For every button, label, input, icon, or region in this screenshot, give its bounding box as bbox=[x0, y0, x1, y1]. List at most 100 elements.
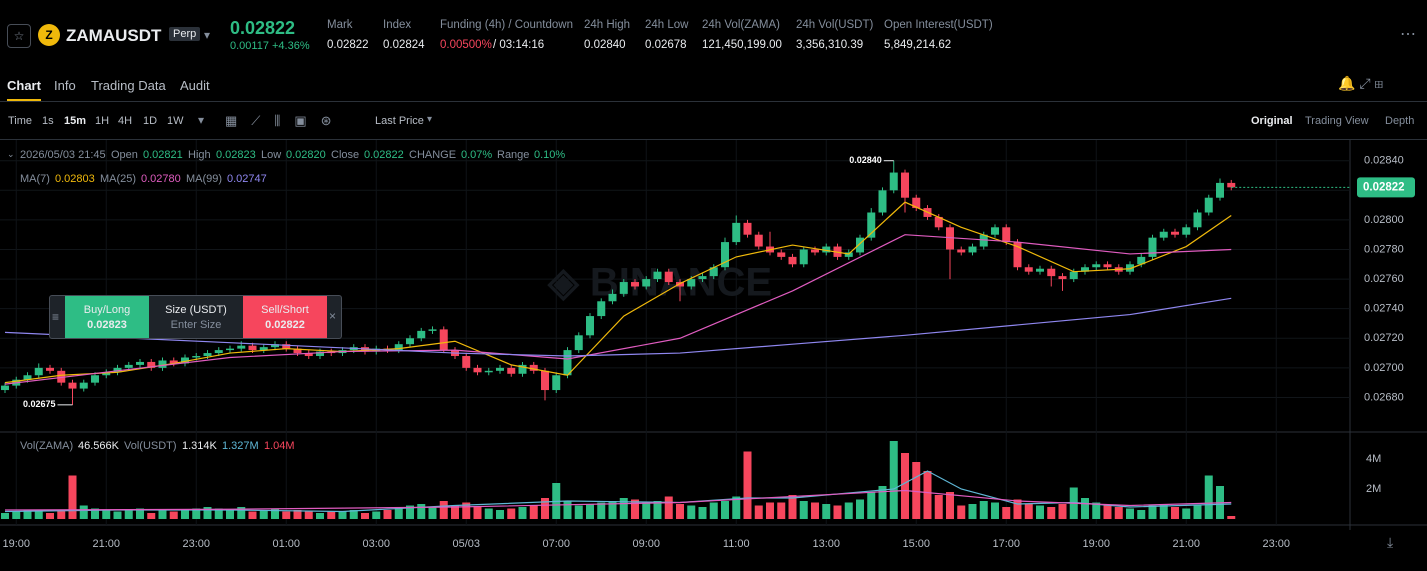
candle-body bbox=[226, 348, 234, 351]
last-price-tag bbox=[1357, 177, 1415, 198]
dropdown[interactable]: ▾ bbox=[204, 28, 211, 42]
ma-name: MA(25) bbox=[100, 173, 137, 185]
x-tick-label: 21:00 bbox=[1172, 538, 1200, 550]
interval[interactable]: 4H bbox=[118, 115, 133, 127]
x-tick-label: 13:00 bbox=[812, 538, 840, 550]
tab[interactable]: Audit bbox=[180, 78, 210, 93]
sell-button[interactable]: Sell/Short 0.02822 bbox=[243, 296, 327, 338]
buy-button[interactable]: Buy/Long 0.02823 bbox=[65, 296, 149, 338]
price-type-menu[interactable]: ▾ bbox=[427, 114, 433, 125]
volume-bar bbox=[619, 498, 628, 519]
candle-body bbox=[586, 316, 594, 336]
interval[interactable]: 1H bbox=[95, 115, 110, 127]
legend-value: 0.02823 bbox=[216, 149, 256, 161]
candle-body bbox=[687, 279, 696, 287]
ma-value: 0.02803 bbox=[55, 173, 95, 185]
icons[interactable]: 🔔 ⤢ ⊞ bbox=[1338, 75, 1384, 91]
stat-label: Mark bbox=[327, 19, 353, 31]
candle-body bbox=[394, 344, 403, 351]
volume-bar bbox=[34, 511, 43, 519]
candle-body bbox=[248, 345, 257, 351]
candle-body bbox=[1137, 256, 1146, 265]
volume-bar bbox=[642, 502, 651, 519]
close[interactable]: × bbox=[329, 309, 337, 323]
candle-body bbox=[271, 344, 279, 348]
vol-legend: Vol(USDT) bbox=[124, 440, 177, 452]
x-tick-label: 19:00 bbox=[2, 538, 30, 550]
stat-value: 121,450,199.00 bbox=[702, 39, 782, 51]
volume-bar bbox=[226, 510, 234, 519]
tab[interactable]: Info bbox=[54, 78, 76, 93]
candle-body bbox=[732, 222, 741, 243]
ma-value: 0.02747 bbox=[227, 173, 267, 185]
candle-body bbox=[462, 356, 471, 368]
candle-body bbox=[574, 335, 583, 351]
x-tick-label: 15:00 bbox=[902, 538, 930, 550]
candle-body bbox=[518, 364, 527, 374]
candle-body bbox=[901, 172, 909, 198]
grip[interactable]: ≡ bbox=[52, 310, 60, 324]
interval[interactable]: 1D bbox=[143, 115, 158, 127]
candle-body bbox=[529, 364, 538, 371]
candle-body bbox=[1204, 197, 1213, 213]
vol-ma-line bbox=[4, 489, 1232, 511]
view[interactable]: Original bbox=[1251, 115, 1293, 127]
volume-bar bbox=[923, 471, 932, 519]
candle-body bbox=[34, 367, 43, 376]
x-tick-label: 01:00 bbox=[272, 538, 300, 550]
x-tick-label: 17:00 bbox=[992, 538, 1020, 550]
x-tick-label: 03:00 bbox=[362, 538, 390, 550]
volume-bar bbox=[788, 495, 797, 519]
price-type[interactable]: Last Price bbox=[375, 115, 424, 127]
candle-body bbox=[608, 293, 617, 302]
candle-body bbox=[439, 329, 448, 351]
candle-body bbox=[1182, 227, 1191, 235]
volume-bar bbox=[597, 502, 606, 519]
x-tick-label: 19:00 bbox=[1082, 538, 1110, 550]
interval[interactable]: 15m bbox=[64, 115, 87, 127]
volume-bar bbox=[203, 507, 212, 519]
tool-icons[interactable]: ▦⟋⫼▣⊛ bbox=[225, 113, 346, 128]
interval[interactable]: 1W bbox=[167, 115, 184, 127]
volume-bar bbox=[462, 502, 471, 519]
scroll-end[interactable]: ⤓ bbox=[1387, 534, 1394, 550]
candle-body bbox=[428, 329, 437, 331]
vol-legend: 1.327M bbox=[222, 440, 259, 452]
stat-value: 5,849,214.62 bbox=[884, 39, 952, 51]
symbol[interactable]: ZAMAUSDT bbox=[66, 26, 162, 45]
stat-extra: / 03:14:16 bbox=[493, 39, 545, 51]
change: 0.00117 +4.36% bbox=[230, 40, 310, 52]
view[interactable]: Trading View bbox=[1305, 115, 1369, 127]
interval[interactable]: Time bbox=[8, 115, 33, 127]
x-tick-label: 07:00 bbox=[542, 538, 570, 550]
volume-bar bbox=[293, 510, 302, 519]
volume-bar bbox=[12, 511, 21, 519]
volume-bar bbox=[766, 502, 774, 519]
volume-bar bbox=[1137, 510, 1146, 519]
tab[interactable]: Trading Data bbox=[91, 78, 166, 93]
candle-body bbox=[1047, 268, 1056, 277]
interval[interactable]: 1s bbox=[42, 115, 54, 127]
volume-bar bbox=[406, 505, 414, 519]
volume-bar bbox=[282, 511, 291, 519]
tab[interactable]: Chart bbox=[7, 78, 41, 101]
interval-menu[interactable]: ▾ bbox=[198, 113, 205, 127]
volume-bar bbox=[1047, 507, 1056, 519]
volume-bar bbox=[799, 501, 808, 519]
volume-bar bbox=[709, 502, 718, 519]
candle-body bbox=[1, 385, 9, 391]
candle-body bbox=[473, 367, 482, 373]
volume-bar bbox=[901, 453, 909, 519]
volume-bar bbox=[248, 511, 257, 519]
arrow: ⌄ bbox=[7, 149, 15, 159]
volume-bar bbox=[124, 510, 133, 519]
candle-body bbox=[214, 350, 223, 354]
y-tick-label: 0.02740 bbox=[1364, 303, 1404, 315]
candle-body bbox=[102, 372, 111, 376]
stat-label: 24h Vol(USDT) bbox=[796, 19, 874, 31]
volume-bar bbox=[169, 511, 178, 519]
size-input[interactable]: Size (USDT) Enter Size bbox=[149, 296, 243, 338]
more[interactable]: ⋯ bbox=[1400, 26, 1416, 43]
view[interactable]: Depth bbox=[1385, 115, 1415, 127]
favorite-icon[interactable]: ☆ bbox=[7, 24, 31, 48]
